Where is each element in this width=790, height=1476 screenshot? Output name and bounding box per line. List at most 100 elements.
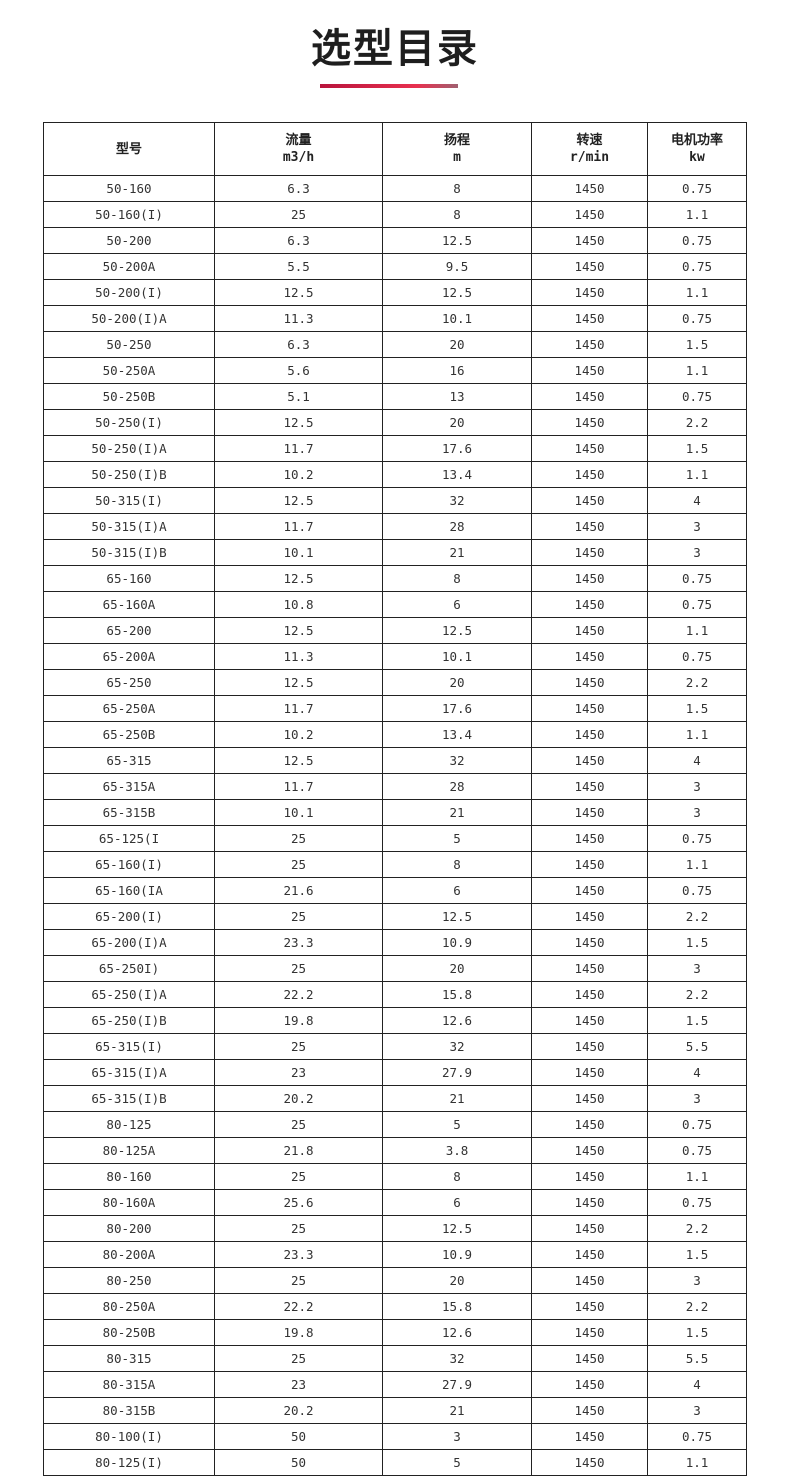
table-row: 65-315B 10.1 21 1450 3 <box>43 799 747 826</box>
cell-power: 3 <box>647 1397 747 1424</box>
cell-speed: 1450 <box>531 1215 648 1242</box>
cell-speed: 1450 <box>531 1033 648 1060</box>
cell-head: 8 <box>382 851 532 878</box>
cell-head: 6 <box>382 591 532 618</box>
cell-head: 21 <box>382 1397 532 1424</box>
cell-power: 3 <box>647 1085 747 1112</box>
table-row: 80-125A 21.8 3.8 1450 0.75 <box>43 1137 747 1164</box>
cell-speed: 1450 <box>531 331 648 358</box>
header-unit: kw <box>689 150 705 165</box>
cell-model: 50-250(I) <box>43 409 215 436</box>
cell-power: 2.2 <box>647 409 747 436</box>
cell-head: 13.4 <box>382 721 532 748</box>
cell-head: 13.4 <box>382 461 532 488</box>
cell-power: 2.2 <box>647 1293 747 1320</box>
cell-speed: 1450 <box>531 721 648 748</box>
cell-speed: 1450 <box>531 1163 648 1190</box>
cell-speed: 1450 <box>531 539 648 566</box>
header-label: 转速 <box>576 133 603 148</box>
cell-model: 65-160(IA <box>43 877 215 904</box>
table-row: 80-250A 22.2 15.8 1450 2.2 <box>43 1293 747 1320</box>
cell-speed: 1450 <box>531 773 648 800</box>
cell-power: 1.1 <box>647 617 747 644</box>
cell-speed: 1450 <box>531 1371 648 1398</box>
cell-flow: 12.5 <box>214 669 383 696</box>
cell-model: 50-250B <box>43 383 215 410</box>
cell-model: 80-315 <box>43 1345 215 1372</box>
table-row: 65-250 12.5 20 1450 2.2 <box>43 669 747 696</box>
cell-speed: 1450 <box>531 279 648 306</box>
cell-speed: 1450 <box>531 851 648 878</box>
cell-power: 5.5 <box>647 1033 747 1060</box>
cell-power: 5.5 <box>647 1345 747 1372</box>
cell-model: 80-200A <box>43 1241 215 1268</box>
cell-power: 0.75 <box>647 1189 747 1216</box>
cell-flow: 6.3 <box>214 227 383 254</box>
cell-speed: 1450 <box>531 227 648 254</box>
cell-speed: 1450 <box>531 1111 648 1138</box>
cell-flow: 5.1 <box>214 383 383 410</box>
cell-flow: 25 <box>214 1215 383 1242</box>
cell-head: 20 <box>382 409 532 436</box>
cell-speed: 1450 <box>531 1137 648 1164</box>
cell-speed: 1450 <box>531 201 648 228</box>
cell-speed: 1450 <box>531 383 648 410</box>
cell-speed: 1450 <box>531 461 648 488</box>
cell-model: 65-160(I) <box>43 851 215 878</box>
cell-head: 16 <box>382 357 532 384</box>
cell-power: 0.75 <box>647 877 747 904</box>
table-row: 65-250(I)B 19.8 12.6 1450 1.5 <box>43 1007 747 1034</box>
cell-flow: 20.2 <box>214 1085 383 1112</box>
cell-head: 8 <box>382 175 532 202</box>
header-label: 电机功率 <box>670 133 723 148</box>
cell-model: 80-250 <box>43 1267 215 1294</box>
cell-head: 21 <box>382 799 532 826</box>
cell-flow: 25 <box>214 955 383 982</box>
cell-flow: 25 <box>214 903 383 930</box>
cell-head: 12.5 <box>382 279 532 306</box>
header-power: 电机功率 kw <box>647 122 747 176</box>
table-row: 65-250B 10.2 13.4 1450 1.1 <box>43 721 747 748</box>
cell-head: 6 <box>382 1189 532 1216</box>
table-row: 65-160A 10.8 6 1450 0.75 <box>43 591 747 618</box>
cell-flow: 11.3 <box>214 305 383 332</box>
cell-speed: 1450 <box>531 1319 648 1346</box>
cell-speed: 1450 <box>531 1345 648 1372</box>
cell-flow: 25 <box>214 851 383 878</box>
header-unit: m <box>453 150 461 165</box>
cell-model: 50-200(I) <box>43 279 215 306</box>
header-unit: r/min <box>569 150 610 165</box>
table-row: 50-200 6.3 12.5 1450 0.75 <box>43 227 747 254</box>
cell-model: 65-200(I)A <box>43 929 215 956</box>
table-row: 80-315 25 32 1450 5.5 <box>43 1345 747 1372</box>
table-row: 65-200(I) 25 12.5 1450 2.2 <box>43 903 747 930</box>
cell-flow: 25 <box>214 1267 383 1294</box>
table-row: 80-315A 23 27.9 1450 4 <box>43 1371 747 1398</box>
cell-flow: 10.2 <box>214 461 383 488</box>
table-row: 80-200 25 12.5 1450 2.2 <box>43 1215 747 1242</box>
cell-model: 50-160 <box>43 175 215 202</box>
cell-model: 80-160A <box>43 1189 215 1216</box>
cell-flow: 23.3 <box>214 1241 383 1268</box>
cell-speed: 1450 <box>531 1293 648 1320</box>
cell-head: 15.8 <box>382 981 532 1008</box>
cell-power: 1.1 <box>647 357 747 384</box>
cell-flow: 11.7 <box>214 695 383 722</box>
cell-power: 3 <box>647 799 747 826</box>
cell-speed: 1450 <box>531 617 648 644</box>
table-row: 50-250A 5.6 16 1450 1.1 <box>43 357 747 384</box>
cell-head: 13 <box>382 383 532 410</box>
header-speed: 转速 r/min <box>531 122 648 176</box>
table-row: 65-315A 11.7 28 1450 3 <box>43 773 747 800</box>
header-label: 流量 <box>285 133 312 148</box>
cell-model: 80-315B <box>43 1397 215 1424</box>
cell-speed: 1450 <box>531 877 648 904</box>
cell-speed: 1450 <box>531 929 648 956</box>
cell-head: 21 <box>382 1085 532 1112</box>
cell-power: 3 <box>647 513 747 540</box>
cell-flow: 11.7 <box>214 435 383 462</box>
cell-model: 50-250A <box>43 357 215 384</box>
cell-speed: 1450 <box>531 1397 648 1424</box>
cell-model: 50-160(I) <box>43 201 215 228</box>
cell-head: 5 <box>382 825 532 852</box>
